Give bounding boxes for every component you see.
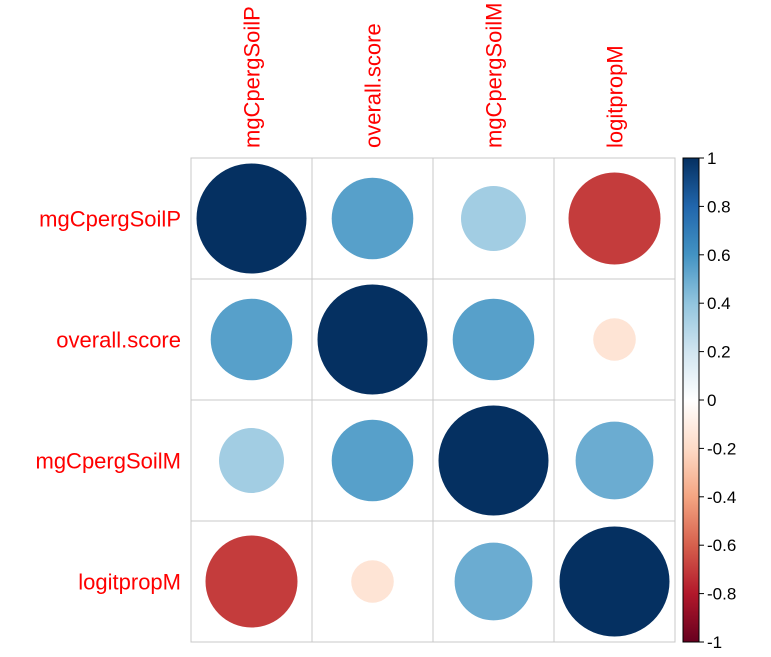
correlation-circle (317, 284, 428, 395)
colorbar-tick-label: -0.2 (707, 439, 736, 458)
colorbar-tick-label: 0 (707, 391, 716, 410)
correlation-circle (351, 560, 394, 603)
colorbar-tick-label: -0.6 (707, 536, 736, 555)
correlation-circle (331, 177, 414, 260)
row-label: mgCpergSoilP (39, 207, 181, 232)
correlation-circle (461, 186, 526, 251)
row-label: overall.score (56, 328, 181, 353)
colorbar (682, 157, 700, 643)
correlation-circle (438, 405, 549, 516)
colorbar-tick-label: 0.4 (707, 294, 731, 313)
colorbar-tick-label: 1 (707, 149, 716, 168)
correlation-circle (452, 298, 535, 381)
correlation-circle (331, 419, 414, 502)
correlation-circle (593, 318, 636, 361)
colorbar-tick-label: -0.8 (707, 585, 736, 604)
colorbar-tick-label: -1 (707, 633, 722, 652)
correlation-circle (568, 172, 661, 265)
column-label: overall.score (361, 23, 386, 148)
row-label: logitpropM (78, 570, 181, 595)
correlation-circle (575, 421, 654, 500)
correlation-circle (210, 298, 293, 381)
correlation-circle (454, 542, 533, 621)
correlation-circle (219, 428, 284, 493)
correlation-circle (205, 535, 298, 628)
column-label: mgCpergSoilP (240, 6, 265, 148)
column-label: mgCpergSoilM (482, 3, 507, 149)
correlation-circle (196, 163, 307, 274)
correlation-circle (559, 526, 670, 637)
column-label: logitpropM (603, 45, 628, 148)
colorbar-tick-label: 0.2 (707, 343, 731, 362)
colorbar-tick-label: 0.6 (707, 246, 731, 265)
colorbar-tick-label: 0.8 (707, 197, 731, 216)
row-label: mgCpergSoilM (36, 449, 182, 474)
colorbar-tick-label: -0.4 (707, 488, 736, 507)
